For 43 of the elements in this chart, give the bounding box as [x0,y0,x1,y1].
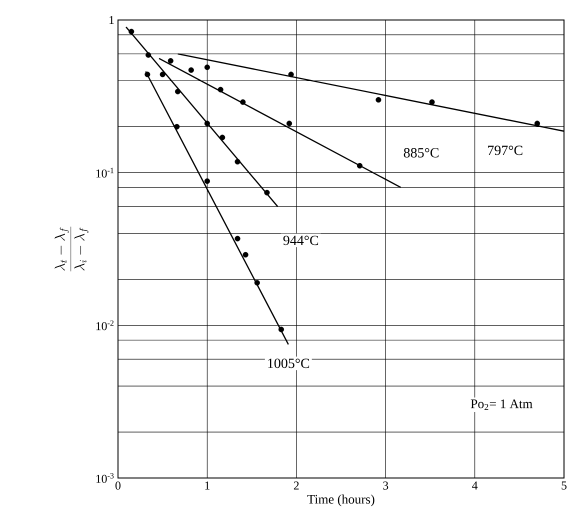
x-tick-label: 2 [294,482,299,490]
annotation: 797°C [488,146,522,156]
point [204,178,210,184]
point [220,134,226,140]
point [160,72,166,78]
x-axis-title: Time (hours) [307,494,374,506]
annotation: 944°C [283,236,318,246]
point [240,99,246,105]
point [174,88,181,94]
point [218,86,224,92]
point [168,58,174,64]
y-tick-label: 1 [110,16,114,24]
point [234,236,240,242]
point [242,252,248,258]
point [128,28,134,34]
point [144,72,150,78]
y-axis-title: $\frac{\lambda_t - \lambda_f}{\lambda_i - \lambda_f}$ [54,226,89,272]
point [204,120,210,126]
y-tick-label: 10$^{-1}$ [96,168,114,178]
point [146,52,152,58]
y-tick-label: 10$^{-3}$ [96,473,114,483]
point [188,67,194,73]
x-tick-label: 5 [562,482,567,490]
point [376,97,382,103]
point [204,64,210,70]
point [174,124,180,130]
x-tick-label: 1 [205,482,210,490]
point [288,72,294,78]
point [429,99,435,105]
point [286,120,292,126]
annotation: Po$_{2}$= 1 Atm [470,399,532,410]
point [278,326,284,332]
series-label: 1005°C [268,358,310,368]
y-tick-label: 10$^{-2}$ [96,320,114,330]
point [254,280,260,286]
annotation: 885°C [404,148,438,158]
x-tick-label: 3 [383,482,388,490]
x-tick-label: 0 [115,482,121,490]
point [234,158,240,164]
point [356,162,363,169]
x-tick-label: 4 [472,482,478,490]
point [264,190,270,196]
point [534,120,540,126]
